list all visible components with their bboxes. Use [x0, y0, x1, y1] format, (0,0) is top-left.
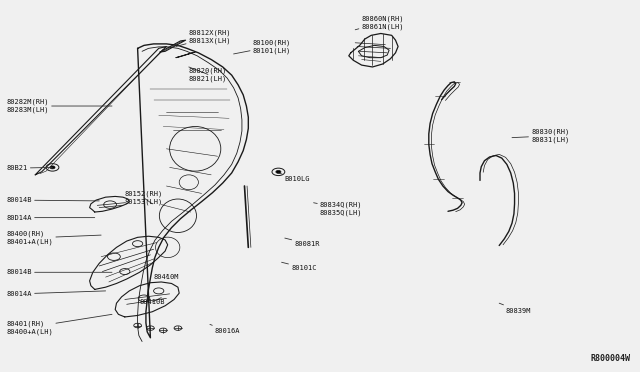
- Text: 80081R: 80081R: [285, 238, 320, 247]
- Text: R800004W: R800004W: [590, 354, 630, 363]
- Text: 80D14A: 80D14A: [6, 215, 95, 221]
- Text: 80016A: 80016A: [210, 324, 240, 334]
- Circle shape: [50, 166, 55, 169]
- Text: 80410B: 80410B: [140, 298, 165, 305]
- Circle shape: [276, 170, 281, 173]
- Text: 80014B: 80014B: [6, 269, 112, 275]
- Text: 80410M: 80410M: [154, 274, 179, 280]
- Text: 80839M: 80839M: [499, 303, 531, 314]
- Text: 80400(RH)
80401+A(LH): 80400(RH) 80401+A(LH): [6, 231, 101, 245]
- Text: 80860N(RH)
80861N(LH): 80860N(RH) 80861N(LH): [355, 15, 404, 30]
- Text: 80100(RH)
80101(LH): 80100(RH) 80101(LH): [234, 39, 291, 54]
- Text: 80820(RH)
80821(LH): 80820(RH) 80821(LH): [189, 67, 227, 81]
- Text: B010LG: B010LG: [278, 173, 310, 182]
- Text: 80401(RH)
80400+A(LH): 80401(RH) 80400+A(LH): [6, 314, 112, 334]
- Text: 80830(RH)
80831(LH): 80830(RH) 80831(LH): [512, 129, 570, 143]
- Text: 80101C: 80101C: [282, 262, 317, 271]
- Text: 80014A: 80014A: [6, 291, 106, 297]
- Text: 80834Q(RH)
80835Q(LH): 80834Q(RH) 80835Q(LH): [314, 201, 362, 215]
- Text: 80152(RH)
80153(LH): 80152(RH) 80153(LH): [125, 191, 163, 205]
- Text: 80282M(RH)
80283M(LH): 80282M(RH) 80283M(LH): [6, 99, 112, 113]
- Text: 80B21: 80B21: [6, 165, 52, 171]
- Text: 80014B: 80014B: [6, 197, 99, 203]
- Text: 80812X(RH)
80813X(LH): 80812X(RH) 80813X(LH): [176, 30, 231, 46]
